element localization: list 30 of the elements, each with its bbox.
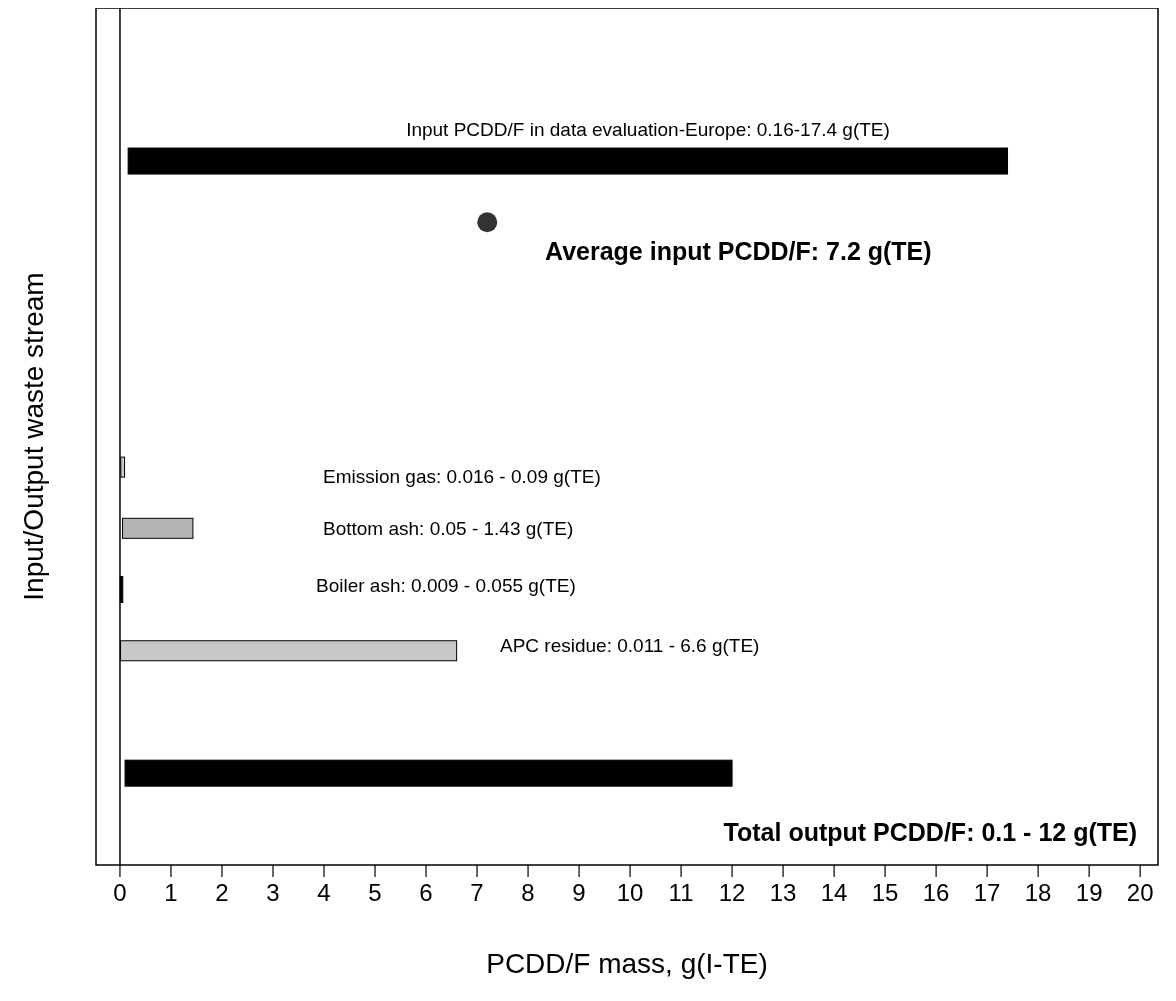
x-tick-label: 3 (266, 879, 280, 906)
y-axis-title: Input/Output waste stream (18, 272, 49, 601)
x-tick-label: 18 (1024, 879, 1052, 906)
x-tick-label: 16 (922, 879, 950, 906)
x-tick-label: 5 (368, 879, 382, 906)
x-tick-label: 7 (470, 879, 484, 906)
x-tick-label: 20 (1126, 879, 1154, 906)
x-tick-label: 4 (317, 879, 331, 906)
x-tick-label: 11 (668, 879, 694, 906)
x-tick-label: 19 (1075, 879, 1103, 906)
annotation: Total output PCDD/F: 0.1 - 12 g(TE) (723, 817, 1137, 846)
annotation: Boiler ash: 0.009 - 0.055 g(TE) (316, 575, 576, 597)
x-tick-label: 14 (820, 879, 848, 906)
x-tick-label: 6 (419, 879, 433, 906)
annotation: APC residue: 0.011 - 6.6 g(TE) (500, 635, 760, 657)
x-tick-label: 9 (572, 879, 586, 906)
x-axis-title: PCDD/F mass, g(I-TE) (486, 948, 768, 979)
annotation: Bottom ash: 0.05 - 1.43 g(TE) (323, 518, 574, 540)
annotation: Average input PCDD/F: 7.2 g(TE) (545, 236, 932, 265)
x-tick-label: 8 (521, 879, 535, 906)
x-tick-label: 17 (973, 879, 1001, 906)
annotation: Emission gas: 0.016 - 0.09 g(TE) (323, 466, 601, 488)
x-tick-label: 12 (718, 879, 746, 906)
annotation: Input PCDD/F in data evaluation-Europe: 0.16-17.4 g(TE) (406, 119, 890, 141)
x-tick-label: 15 (871, 879, 899, 906)
x-tick-label: 10 (616, 879, 644, 906)
x-tick-label: 13 (769, 879, 797, 906)
x-tick-label: 1 (164, 879, 178, 906)
x-tick-label: 2 (215, 879, 229, 906)
x-tick-label: 0 (113, 879, 127, 906)
